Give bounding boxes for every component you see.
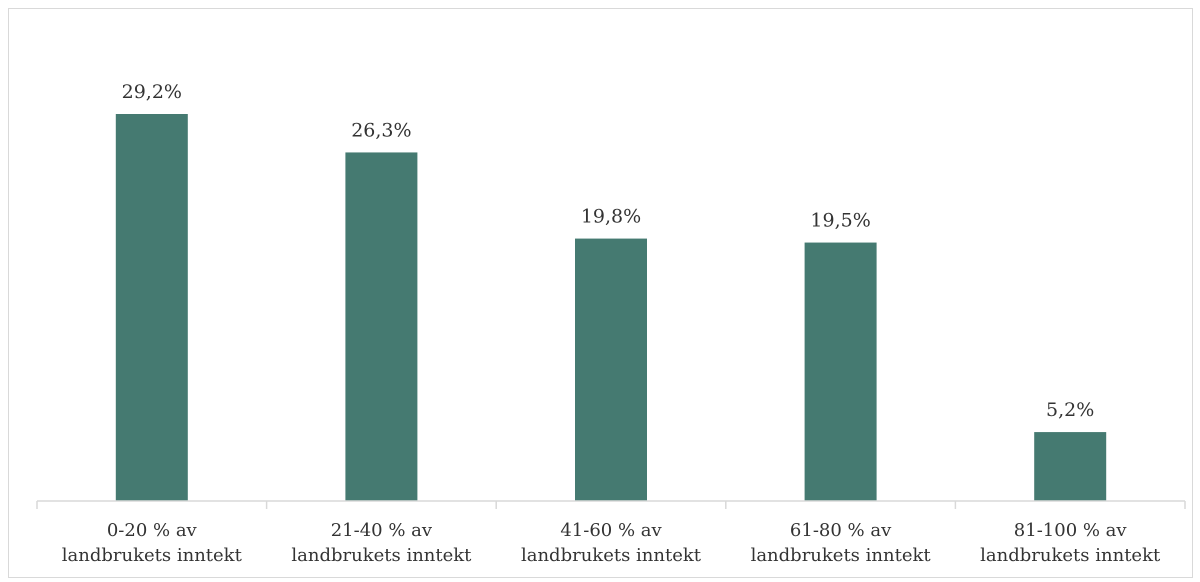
- x-axis-tick-label-line: 21-40 % av: [331, 520, 433, 541]
- x-axis-tick-label: 41-60 % av landbrukets inntekt: [521, 520, 702, 566]
- x-axis-tick-label-line: landbrukets inntekt: [62, 545, 243, 566]
- bars-group: [115, 114, 1107, 501]
- value-labels-group: 29,2% 26,3% 19,8% 19,5% 5,2%: [122, 81, 1095, 421]
- x-axis-tick-label: 0-20 % av landbrukets inntekt: [62, 520, 243, 566]
- bar: [115, 114, 188, 501]
- bar: [575, 238, 647, 501]
- bar-value-label: 26,3%: [351, 119, 411, 141]
- bar: [345, 152, 418, 501]
- x-axis-tick-label-line: landbrukets inntekt: [291, 545, 472, 566]
- x-axis-tick-label: 21-40 % av landbrukets inntekt: [291, 520, 472, 566]
- x-axis-ticks-group: [36, 501, 1186, 509]
- x-axis-tick-label-line: 41-60 % av: [560, 520, 662, 541]
- x-axis-tick-label: 61-80 % av landbrukets inntekt: [751, 520, 932, 566]
- bar-value-label: 5,2%: [1046, 399, 1094, 421]
- chart-frame: [8, 8, 1193, 578]
- bar: [804, 242, 877, 501]
- x-axis-tick-labels-group: 0-20 % av landbrukets inntekt 21-40 % av la…: [62, 520, 1161, 566]
- x-axis-tick-label-line: landbrukets inntekt: [751, 545, 932, 566]
- bar-value-label: 29,2%: [122, 81, 182, 103]
- x-axis-tick-label-line: landbrukets inntekt: [980, 545, 1161, 566]
- x-axis-tick-label-line: 61-80 % av: [790, 520, 892, 541]
- x-axis-tick-label-line: 0-20 % av: [107, 520, 198, 541]
- bar-value-label: 19,8%: [581, 206, 641, 228]
- x-axis-tick-label-line: landbrukets inntekt: [521, 545, 702, 566]
- bar-value-label: 19,5%: [810, 210, 870, 232]
- x-axis-tick-label-line: 81-100 % av: [1014, 520, 1128, 541]
- x-axis-tick-label: 81-100 % av landbrukets inntekt: [980, 520, 1161, 566]
- bar: [1034, 432, 1107, 501]
